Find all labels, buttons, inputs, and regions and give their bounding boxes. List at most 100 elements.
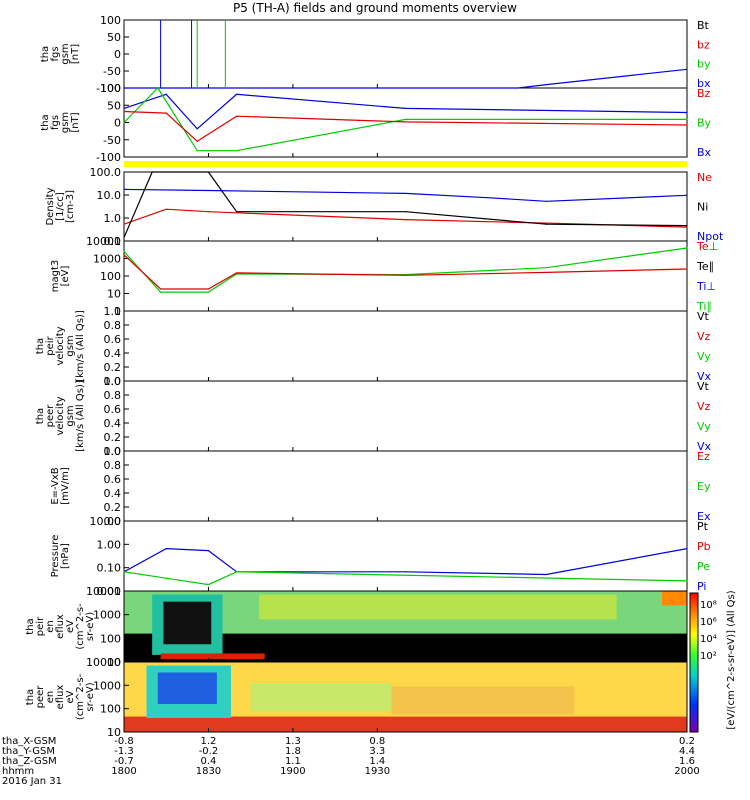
xaxis-row-label: tha_Z-GSM [2,756,57,767]
colorbar-tick: 10² [700,651,717,662]
series-press-Pi [123,547,688,576]
point-dens-Ne [207,211,210,213]
ylabel-line-fgs1: tha [40,46,51,62]
legend-peir-Vz: Vz [697,330,711,343]
point-fgs2-By [157,87,159,89]
ylabel-line-peir: peir [45,335,56,355]
ylabel-line-peir: gsm [65,335,76,356]
legend-temp-Ti∥: Ti∥ [696,300,712,313]
ytick-label-efield: 0.0 [104,515,122,528]
electron-spectrogram [124,662,687,732]
ion-core-dark [163,601,212,645]
ytick-label-efield: 1.0 [104,445,122,458]
point-dens-Npot [207,189,210,192]
ytick-label-temp: 100 [100,270,121,283]
legend-peer-Vy: Vy [697,420,711,433]
point-fgs2-Bx [404,107,407,109]
xaxis-row-label: tha_Y-GSM [2,746,55,757]
ytick-label-ispec: 100 [100,632,121,645]
series-press-Pe [123,571,688,586]
legend-peer-Vx: Vx [697,440,712,453]
ytick-label-press: 1.00 [97,538,122,551]
ylabel-line-press: Pressure [50,535,61,578]
xaxis-value: 2000 [674,766,699,777]
point-fgs1-bx [404,87,407,89]
panel-frame-efield [123,450,688,522]
ion-spectrogram [124,591,687,662]
ytick-label-fgs1: 100 [100,14,121,27]
point-press-Pi [165,547,167,550]
ylabel-line-fgs2: gsm [60,112,71,133]
electron-low-energy-fill [124,716,687,732]
ylabel-line-espec: sr-eV) [85,682,96,711]
point-fgs2-Bx [236,93,238,95]
ylabel-line-dens: Density [45,187,56,225]
point-temp-Te⊥ [159,288,162,290]
ylabel-line-peir: tha [35,338,46,354]
point-fgs2-By [404,118,407,120]
series-fgs2-Bx [123,93,688,130]
legend-peer-Vt: Vt [697,380,710,393]
ylabel-line-efield: E=-VxB [50,467,61,504]
xaxis-value: -0.8 [114,736,134,747]
legend-fgs2-Bz: Bz [697,87,711,100]
ytick-label-dens: 100.0 [90,166,122,179]
ytick-label-dens: 1.0 [104,212,122,225]
point-press-Pe [686,580,688,582]
ytick-label-fgs1: 50 [107,31,121,44]
point-temp-Ti∥ [545,267,547,269]
ytick-label-peir: 0.6 [104,333,122,346]
xaxis-value: 1900 [280,766,305,777]
point-press-Pe [236,571,238,573]
ytick-label-fgs2: 0 [114,117,121,130]
point-press-Pi [545,573,547,576]
point-temp-Te⊥ [545,271,547,274]
ylabel-line-fgs2: fgs [50,115,61,130]
point-fgs2-Bz [123,110,125,113]
ylabel-line-fgs1: [nT] [70,44,81,64]
ylabel-line-fgs2: [nT] [70,112,81,132]
xaxis-value: 1800 [111,766,136,777]
xaxis-value: 0.4 [200,756,216,767]
point-temp-Ti∥ [207,291,210,293]
series-dens-Ne [123,208,688,228]
point-dens-Ni [236,211,238,213]
xaxis-value: 1.6 [679,756,695,767]
ylabel-line-press: [nPa] [60,543,71,569]
xaxis-value: 1830 [196,766,221,777]
legend-efield-Ey: Ey [697,480,711,493]
point-fgs2-Bz [404,121,407,123]
colorbar-label-text: [eV/(cm^2-s-sr-eV)] (All Qs) [726,590,737,729]
ytick-label-efield: 0.2 [104,501,122,514]
ytick-label-fgs1: -50 [103,65,121,78]
point-fgs2-Bx [123,107,125,109]
legend-temp-Te∥: Te∥ [696,260,714,273]
point-dens-Ne [404,218,407,221]
point-temp-Te⊥ [686,268,688,270]
ylabel-line-peer: peer [45,404,56,428]
point-temp-Ti∥ [123,250,125,253]
ytick-label-temp: 10000 [86,235,121,248]
ytick-label-ispec: 10000 [86,585,121,598]
ytick-label-efield: 0.6 [104,473,122,486]
ylabel-line-ispec: peir [35,616,46,636]
ytick-label-temp: 1000 [93,253,121,266]
colorbar-tick: 10⁴ [700,634,717,645]
point-dens-Ni [151,171,153,173]
point-fgs2-Bx [686,111,688,114]
point-press-Pi [686,547,688,550]
ylabel-line-espec: (cm^2-s- [75,673,86,720]
xaxis-value: 1.4 [369,756,385,767]
legend-fgs1-bz: bz [697,38,710,51]
point-temp-Te⊥ [404,274,407,276]
ytick-label-espec: 100 [100,703,121,716]
electron-mid-fill [250,683,392,711]
point-fgs1-bx [545,84,547,86]
colorbar-tick: 10⁸ [700,600,717,611]
legend-press-Pi: Pi [697,580,706,593]
point-dens-Ne [545,222,547,224]
ylabel-line-fgs1: gsm [60,43,71,64]
ylabel-dens: Density [1/cc] [cm-3] [45,187,76,225]
xaxis-value: 1.1 [285,756,301,767]
